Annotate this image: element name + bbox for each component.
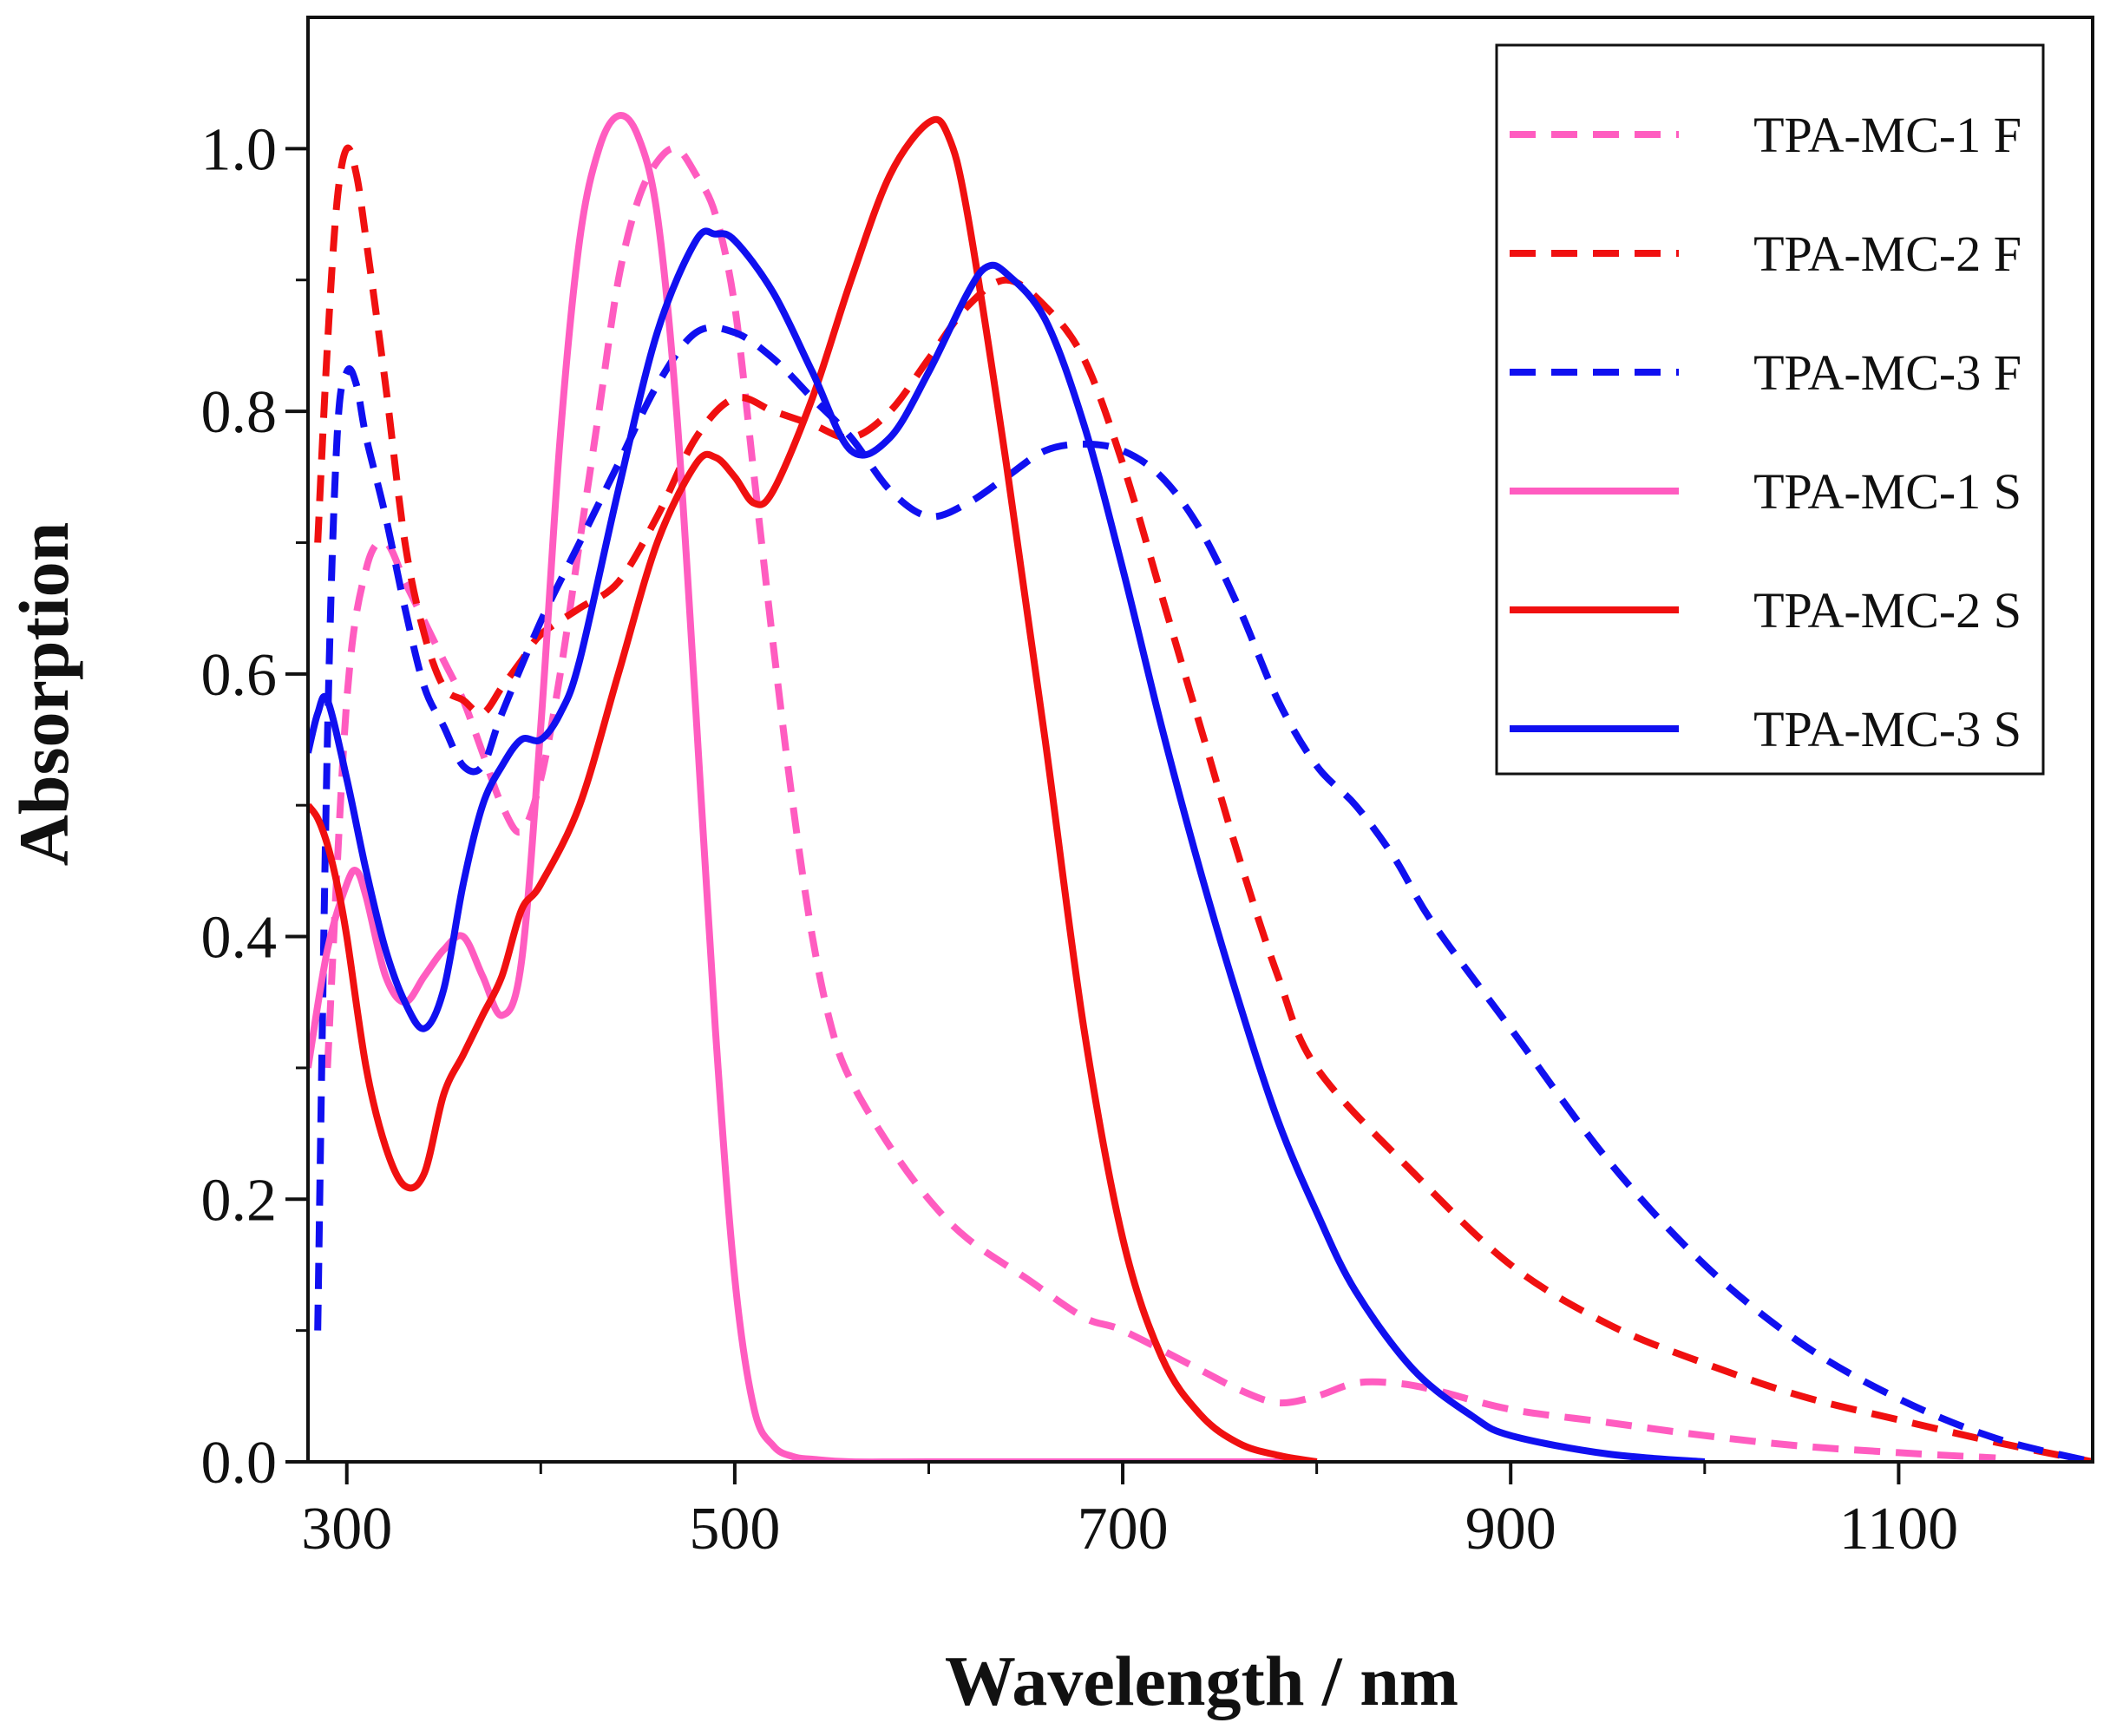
x-tick-label: 300 [301,1496,392,1562]
plot-frame [306,16,2094,1464]
legend-label-tpa-mc-2-s: TPA-MC-2 S [1753,582,2022,639]
x-axis-title: Wavelength / nm [945,1641,1458,1720]
legend-label-tpa-mc-3-s: TPA-MC-3 S [1753,701,2022,757]
series-line-tpa-mc-3-f [314,324,2093,1462]
y-axis-ticks: 0.0 0.2 0.4 0.6 0.8 1.0 [201,116,308,1497]
legend-label-tpa-mc-1-f: TPA-MC-1 F [1753,107,2022,163]
series-line-tpa-mc-2-f [314,144,2093,1462]
y-tick-label: 0.8 [201,379,278,446]
x-axis-ticks: 300 500 700 900 1100 [301,1462,1958,1562]
y-tick-label: 0.4 [201,905,278,972]
y-tick-label: 1.0 [201,116,278,183]
series-line-tpa-mc-3-s [308,227,1706,1462]
x-tick-label: 900 [1465,1496,1556,1562]
y-tick-label: 0.6 [201,642,278,709]
legend-label-tpa-mc-3-f: TPA-MC-3 F [1753,344,2022,401]
series-line-tpa-mc-2-s [308,115,1318,1462]
legend: TPA-MC-1 F TPA-MC-2 F TPA-MC-3 F TPA-MC-1 S… [1495,43,2045,776]
x-tick-label: 500 [689,1496,780,1562]
legend-box [1495,43,2045,776]
series-line-tpa-mc-1-f [324,144,1996,1462]
series-layer [308,112,2093,1462]
legend-label-tpa-mc-1-s: TPA-MC-1 S [1753,463,2022,520]
y-tick-label: 0.0 [201,1430,278,1497]
legend-label-tpa-mc-2-f: TPA-MC-2 F [1753,226,2022,282]
x-tick-label: 1100 [1839,1496,1958,1562]
y-axis-title: Absorption [4,522,83,866]
y-tick-label: 0.2 [201,1167,278,1234]
x-tick-label: 700 [1078,1496,1169,1562]
